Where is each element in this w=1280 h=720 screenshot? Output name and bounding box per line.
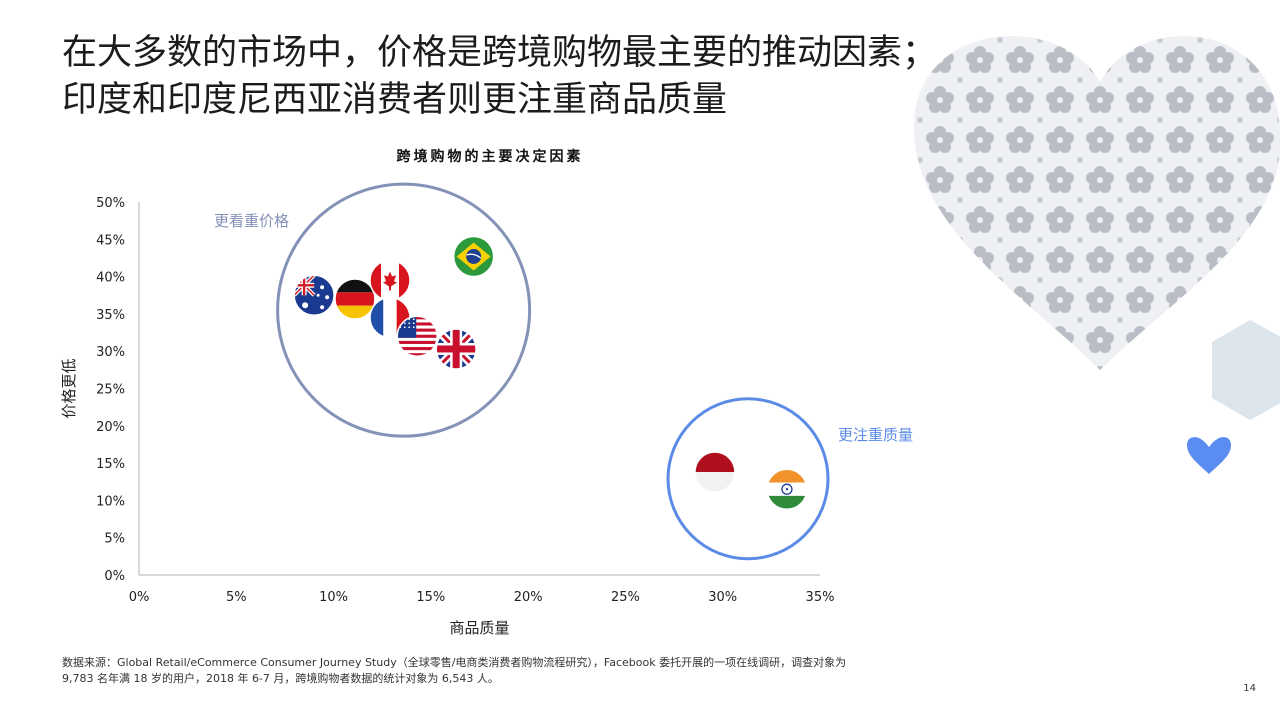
canada-flag bbox=[369, 260, 410, 301]
x-tick-label: 30% bbox=[708, 590, 737, 605]
indonesia-flag bbox=[694, 452, 735, 493]
indonesia-flag-point bbox=[694, 451, 736, 493]
price-group-circle bbox=[276, 182, 532, 438]
germany-flag-point bbox=[334, 278, 376, 320]
price-group-label: 更看重价格 bbox=[214, 212, 289, 230]
quality-group-circle bbox=[666, 397, 830, 561]
canada-flag-point bbox=[369, 259, 411, 302]
x-tick-label: 35% bbox=[806, 590, 835, 605]
heart-icon bbox=[1187, 437, 1231, 474]
y-tick-label: 35% bbox=[96, 308, 125, 323]
usa-flag-point bbox=[396, 315, 438, 358]
y-tick-label: 20% bbox=[96, 420, 125, 435]
y-tick-label: 0% bbox=[104, 569, 125, 584]
page-number: 14 bbox=[1243, 683, 1256, 694]
hexagon-decoration bbox=[1212, 320, 1280, 420]
chart-title: 跨境购物的主要决定因素 bbox=[396, 149, 584, 165]
x-tick-label: 20% bbox=[514, 590, 543, 605]
page-title: 在大多数的市场中，价格是跨境购物最主要的推动因素； 印度和印度尼西亚消费者则更注… bbox=[62, 30, 937, 124]
x-tick-label: 5% bbox=[226, 590, 247, 605]
usa-flag bbox=[397, 316, 438, 357]
uk-flag-point bbox=[435, 328, 477, 370]
footnote-line-1: 数据来源：Global Retail/eCommerce Consumer Jo… bbox=[62, 656, 847, 669]
footnote: 数据来源：Global Retail/eCommerce Consumer Jo… bbox=[62, 655, 962, 687]
page-title-line-2: 印度和印度尼西亚消费者则更注重商品质量 bbox=[62, 80, 728, 120]
y-tick-label: 40% bbox=[96, 271, 125, 286]
footnote-line-2: 9,783 名年满 18 岁的用户，2018 年 6-7 月，跨境购物者数据的统… bbox=[62, 672, 499, 685]
page-title-line-1: 在大多数的市场中，价格是跨境购物最主要的推动因素； bbox=[62, 33, 938, 73]
x-axis-label: 商品质量 bbox=[449, 619, 509, 637]
y-tick-label: 10% bbox=[96, 494, 125, 509]
y-tick-label: 15% bbox=[96, 457, 125, 472]
x-tick-label: 0% bbox=[129, 590, 150, 605]
x-tick-label: 25% bbox=[611, 590, 640, 605]
uk-flag bbox=[436, 328, 477, 369]
india-flag-point bbox=[766, 468, 808, 510]
y-tick-label: 25% bbox=[96, 383, 125, 398]
brazil-flag bbox=[453, 236, 494, 277]
brazil-flag-point bbox=[452, 235, 495, 278]
y-tick-label: 5% bbox=[104, 532, 125, 547]
australia-flag-point bbox=[293, 274, 335, 316]
x-tick-label: 10% bbox=[319, 590, 348, 605]
x-tick-label: 15% bbox=[416, 590, 445, 605]
y-tick-label: 50% bbox=[96, 196, 125, 211]
quality-group-label: 更注重质量 bbox=[838, 426, 913, 444]
y-tick-label: 45% bbox=[96, 233, 125, 248]
y-tick-label: 30% bbox=[96, 345, 125, 360]
y-axis-label: 价格更低 bbox=[60, 358, 78, 418]
